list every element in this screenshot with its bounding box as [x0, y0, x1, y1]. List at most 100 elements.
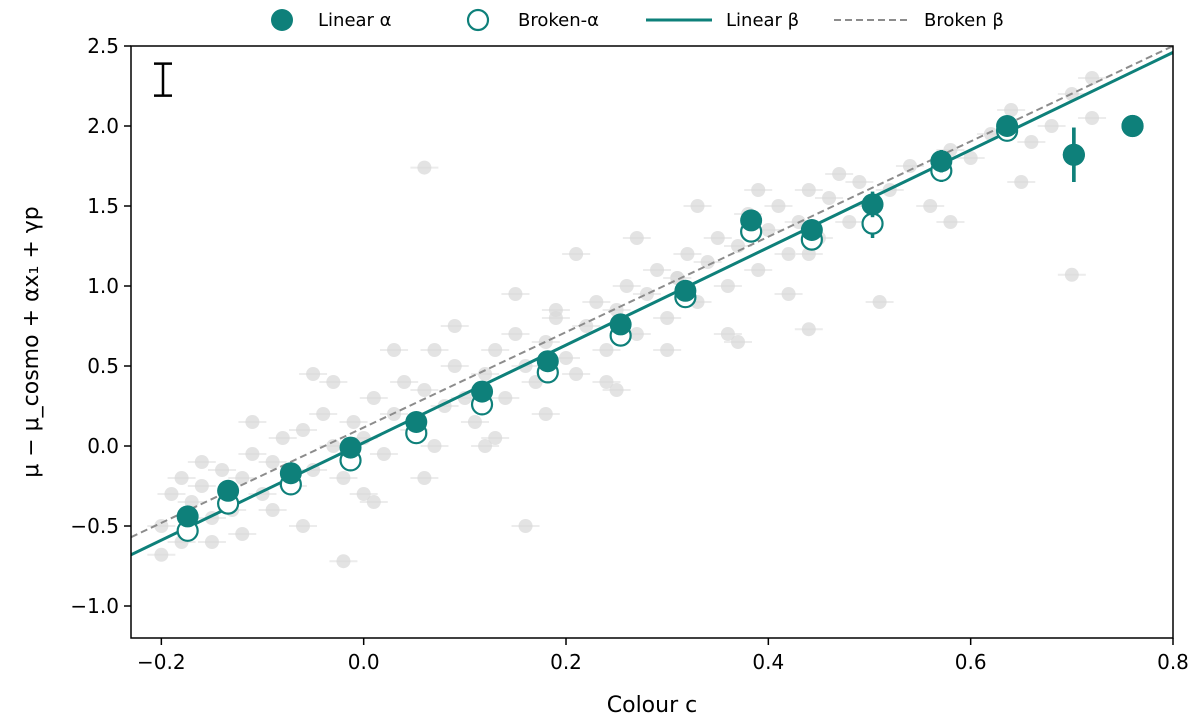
typical-error-bar [154, 62, 172, 97]
background-point [417, 383, 432, 397]
background-point [629, 327, 644, 341]
legend-label: Linear α [318, 10, 392, 31]
background-point [832, 167, 847, 181]
background-point [478, 439, 493, 453]
background-point [629, 231, 644, 245]
background-point [346, 415, 361, 429]
background-point [963, 151, 978, 165]
background-point [923, 199, 938, 213]
background-point [336, 471, 351, 485]
linear-alpha-point [536, 350, 559, 373]
background-point [265, 455, 280, 469]
background-point [488, 343, 503, 357]
background-point [548, 303, 563, 317]
y-tick-label: 0.0 [87, 434, 119, 458]
background-point [417, 471, 432, 485]
legend-item: Linear β [646, 10, 799, 31]
background-point [538, 335, 553, 349]
linear-alpha-point [740, 209, 763, 232]
background-point [1085, 71, 1100, 85]
legend-item: Linear α [271, 9, 392, 31]
x-axis-ticks: −0.2 0.0 0.2 0.4 0.6 0.8 [137, 638, 1189, 674]
legend-label: Broken β [924, 10, 1004, 31]
y-tick-label: 0.5 [87, 354, 119, 378]
background-point [730, 335, 745, 349]
background-point [518, 519, 533, 533]
x-tick-label: 0.4 [752, 650, 784, 674]
linear-alpha-point [674, 279, 697, 302]
background-point [660, 343, 675, 357]
background-point [842, 215, 857, 229]
background-point [801, 322, 816, 337]
background-point [245, 447, 260, 461]
y-tick-label: −0.5 [70, 514, 119, 538]
background-point [215, 463, 230, 477]
plot-frame [130, 45, 1174, 639]
background-point [822, 191, 837, 205]
background-point [194, 455, 209, 469]
background-point [194, 479, 209, 493]
background-point [579, 319, 594, 333]
background-point [872, 295, 887, 309]
legend-item: Broken-α [466, 8, 599, 32]
y-tick-label: 2.0 [87, 114, 119, 138]
x-tick-label: 0.8 [1157, 650, 1189, 674]
background-point [376, 447, 391, 461]
background-point [1014, 175, 1029, 189]
background-point [1004, 103, 1019, 117]
background-point [508, 327, 523, 341]
background-point [852, 175, 867, 189]
linear-alpha-point [217, 479, 240, 502]
x-tick-label: 0.6 [955, 650, 987, 674]
background-point [336, 554, 351, 569]
linear-alpha-point [405, 411, 428, 433]
background-point [478, 367, 493, 381]
background-point [639, 287, 654, 301]
background-point [154, 519, 169, 533]
background-point [498, 391, 513, 405]
background-point [943, 215, 958, 229]
background-point [417, 160, 432, 175]
x-tick-label: 0.0 [348, 650, 380, 674]
background-point [720, 279, 735, 293]
y-axis-ticks: −1.0 −0.5 0.0 0.5 1.0 1.5 2.0 2.5 [70, 34, 131, 618]
background-point [1024, 135, 1039, 149]
legend-label: Broken-α [518, 10, 599, 31]
legend-item: Broken β [834, 10, 1004, 31]
background-point [619, 279, 634, 293]
background-point [245, 415, 260, 429]
linear-alpha-point [861, 193, 884, 216]
legend: Linear α Broken-α Linear β Broken β [271, 8, 1004, 32]
x-tick-label: −0.2 [137, 650, 186, 674]
background-point [397, 375, 412, 389]
background-point [1044, 119, 1059, 133]
background-point [387, 343, 402, 357]
background-point [609, 383, 624, 397]
linear-alpha-point [1121, 115, 1144, 137]
background-point [265, 503, 280, 517]
background-point [275, 431, 290, 445]
linear-alpha-point [339, 436, 362, 459]
y-tick-label: 1.5 [87, 194, 119, 218]
y-tick-label: 1.0 [87, 274, 119, 298]
background-point [700, 255, 715, 269]
background-point [569, 367, 584, 381]
linear-alpha-point [609, 313, 632, 336]
background-point [710, 231, 725, 245]
background-point [650, 263, 665, 277]
background-point [508, 287, 523, 301]
background-point [204, 535, 219, 549]
background-point [295, 423, 310, 437]
x-axis-label: Colour c [607, 693, 697, 718]
background-point [447, 319, 462, 333]
linear-alpha-point [996, 115, 1019, 137]
background-point [306, 367, 321, 381]
background-point [751, 183, 766, 197]
background-point [295, 519, 310, 533]
y-tick-label: −1.0 [70, 594, 119, 618]
linear-alpha-point [1062, 143, 1085, 166]
background-point [801, 183, 816, 197]
background-point [660, 311, 675, 325]
background-point [902, 159, 917, 173]
